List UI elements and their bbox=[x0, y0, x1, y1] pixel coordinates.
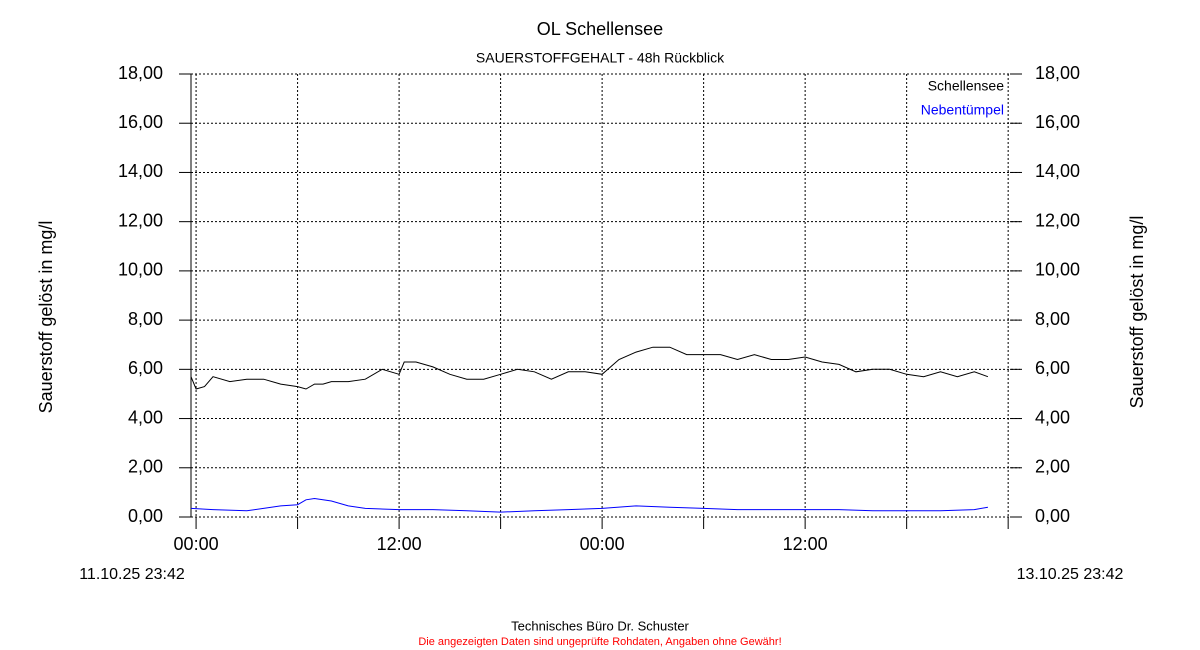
x-tick-label: 12:00 bbox=[377, 534, 422, 554]
start-label: 11.10.25 23:42 bbox=[79, 566, 185, 583]
y2-tick-label: 2,00 bbox=[1035, 457, 1070, 477]
y-tick-label: 8,00 bbox=[128, 309, 163, 329]
y-axis-label: Sauerstoff gelöst in mg/l bbox=[36, 221, 56, 414]
y-tick-label: 16,00 bbox=[118, 112, 163, 132]
x-tick-label: 00:00 bbox=[174, 534, 219, 554]
y-tick-label: 2,00 bbox=[128, 457, 163, 477]
y2-tick-label: 12,00 bbox=[1035, 210, 1080, 230]
y-tick-label: 18,00 bbox=[118, 63, 163, 83]
y2-tick-label: 16,00 bbox=[1035, 112, 1080, 132]
chart-title: OL Schellensee bbox=[537, 19, 663, 39]
y2-tick-label: 0,00 bbox=[1035, 506, 1070, 526]
y2-tick-label: 14,00 bbox=[1035, 161, 1080, 181]
data-line bbox=[190, 346, 989, 390]
legend-entry: Nebentümpel bbox=[921, 102, 1004, 118]
y-tick-label: 0,00 bbox=[128, 506, 163, 526]
y2-tick-label: 10,00 bbox=[1035, 260, 1080, 280]
data-line bbox=[190, 497, 988, 513]
x-tick-label: 12:00 bbox=[783, 534, 828, 554]
y2-axis-label: Sauerstoff gelöst in mg/l bbox=[1127, 216, 1147, 409]
legend-entry: Schellensee bbox=[928, 78, 1004, 94]
x-tick-label: 00:00 bbox=[580, 534, 625, 554]
y2-tick-label: 4,00 bbox=[1035, 407, 1070, 427]
y-tick-label: 14,00 bbox=[118, 161, 163, 181]
y-tick-label: 12,00 bbox=[118, 210, 163, 230]
footer: Technisches Büro Dr. Schuster bbox=[511, 618, 689, 633]
chart-subtitle: SAUERSTOFFGEHALT - 48h Rückblick bbox=[476, 50, 725, 66]
end-label: 13.10.25 23:42 bbox=[1017, 566, 1124, 583]
y2-tick-label: 18,00 bbox=[1035, 63, 1080, 83]
y-tick-label: 4,00 bbox=[128, 407, 163, 427]
disclaimer: Die angezeigten Daten sind ungeprüfte Ro… bbox=[418, 636, 781, 648]
y-tick-label: 10,00 bbox=[118, 260, 163, 280]
y2-tick-label: 8,00 bbox=[1035, 309, 1070, 329]
y-tick-label: 6,00 bbox=[128, 358, 163, 378]
y2-tick-label: 6,00 bbox=[1035, 358, 1070, 378]
